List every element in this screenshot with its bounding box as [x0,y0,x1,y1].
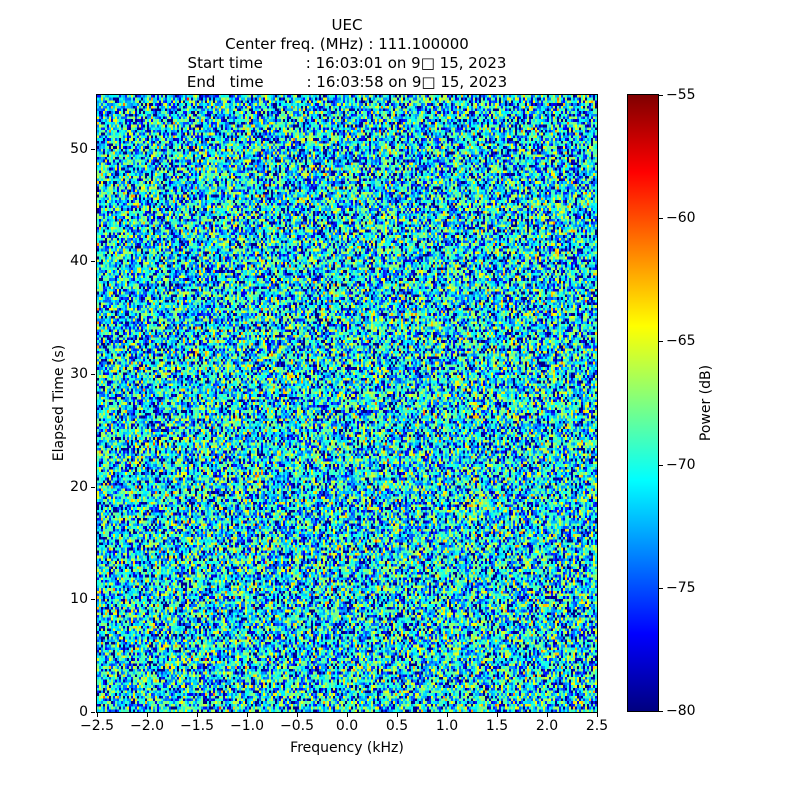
y-tick-mark [91,599,95,601]
spectrogram-heatmap [97,95,597,712]
colorbar-tick-mark [659,711,663,712]
colorbar-tick-mark [659,218,663,220]
y-tick-label: 50 [70,140,88,157]
chart-title: UEC [331,16,363,34]
x-tick-mark [497,713,498,717]
x-tick-label: 2.0 [535,718,559,734]
colorbar-tick-label: −65 [666,333,696,350]
x-tick-label: 0.5 [385,718,409,734]
x-tick-mark [197,713,198,717]
y-tick-label: 30 [70,365,88,382]
colorbar-label: Power (dB) [698,364,714,442]
x-tick-label: 2.5 [585,718,609,734]
x-axis-label: Frequency (kHz) [290,740,404,756]
heatmap-plot-area [96,94,598,713]
colorbar-tick-label: −55 [666,87,696,103]
x-tick-label: −2.5 [80,718,114,734]
x-tick-mark [597,713,598,717]
y-tick-label: 20 [70,478,88,495]
x-tick-mark [97,713,98,717]
title-block: UEC Center freq. (MHz) : 111.100000 Star… [97,16,597,92]
x-tick-mark [547,713,548,717]
start-time-line: Start time : 16:03:01 on 9□ 15, 2023 [187,54,507,72]
colorbar-tick-label: −60 [666,210,696,227]
x-tick-label: −1.0 [230,718,264,734]
y-tick-label: 0 [79,704,88,720]
end-time-line: End time : 16:03:58 on 9□ 15, 2023 [186,73,508,91]
colorbar-tick-mark [659,341,663,343]
y-tick-mark [91,712,95,713]
x-tick-mark [247,713,248,717]
y-tick-mark [91,261,95,263]
x-tick-mark [347,713,348,717]
y-tick-label: 10 [70,591,88,608]
y-tick-mark [91,148,95,150]
x-tick-mark [297,713,298,717]
x-tick-label: −1.5 [180,718,214,734]
x-tick-mark [147,713,148,717]
colorbar-tick-mark [659,95,663,96]
x-tick-label: 0.0 [335,718,359,734]
colorbar-tick-label: −70 [666,456,696,473]
colorbar-tick-label: −80 [666,703,696,719]
x-tick-mark [447,713,448,717]
x-tick-label: 1.0 [435,718,459,734]
y-tick-mark [91,486,95,488]
y-tick-mark [91,373,95,375]
colorbar-tick-mark [659,464,663,466]
x-tick-label: −0.5 [280,718,314,734]
colorbar-tick-mark [659,587,663,589]
y-axis-label: Elapsed Time (s) [51,344,67,462]
x-tick-mark [397,713,398,717]
colorbar-tick-label: −75 [666,579,696,596]
colorbar [627,94,659,712]
center-freq-line: Center freq. (MHz) : 111.100000 [225,35,469,53]
y-tick-label: 40 [70,253,88,270]
x-tick-label: 1.5 [485,718,509,734]
x-tick-label: −2.0 [130,718,164,734]
